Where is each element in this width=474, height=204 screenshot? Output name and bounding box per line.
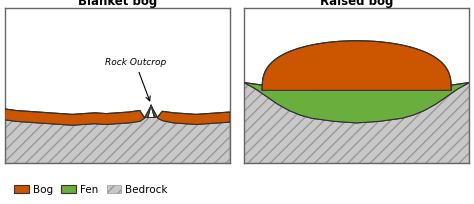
- Legend: Bog, Fen, Bedrock: Bog, Fen, Bedrock: [10, 181, 172, 199]
- Polygon shape: [244, 83, 469, 163]
- Title: Raised bog: Raised bog: [320, 0, 393, 8]
- Polygon shape: [5, 105, 230, 125]
- Text: Rock Outcrop: Rock Outcrop: [105, 58, 166, 101]
- Polygon shape: [5, 106, 230, 163]
- Title: Blanket bog: Blanket bog: [78, 0, 157, 8]
- Polygon shape: [148, 105, 155, 118]
- Polygon shape: [244, 83, 469, 123]
- Polygon shape: [262, 41, 451, 90]
